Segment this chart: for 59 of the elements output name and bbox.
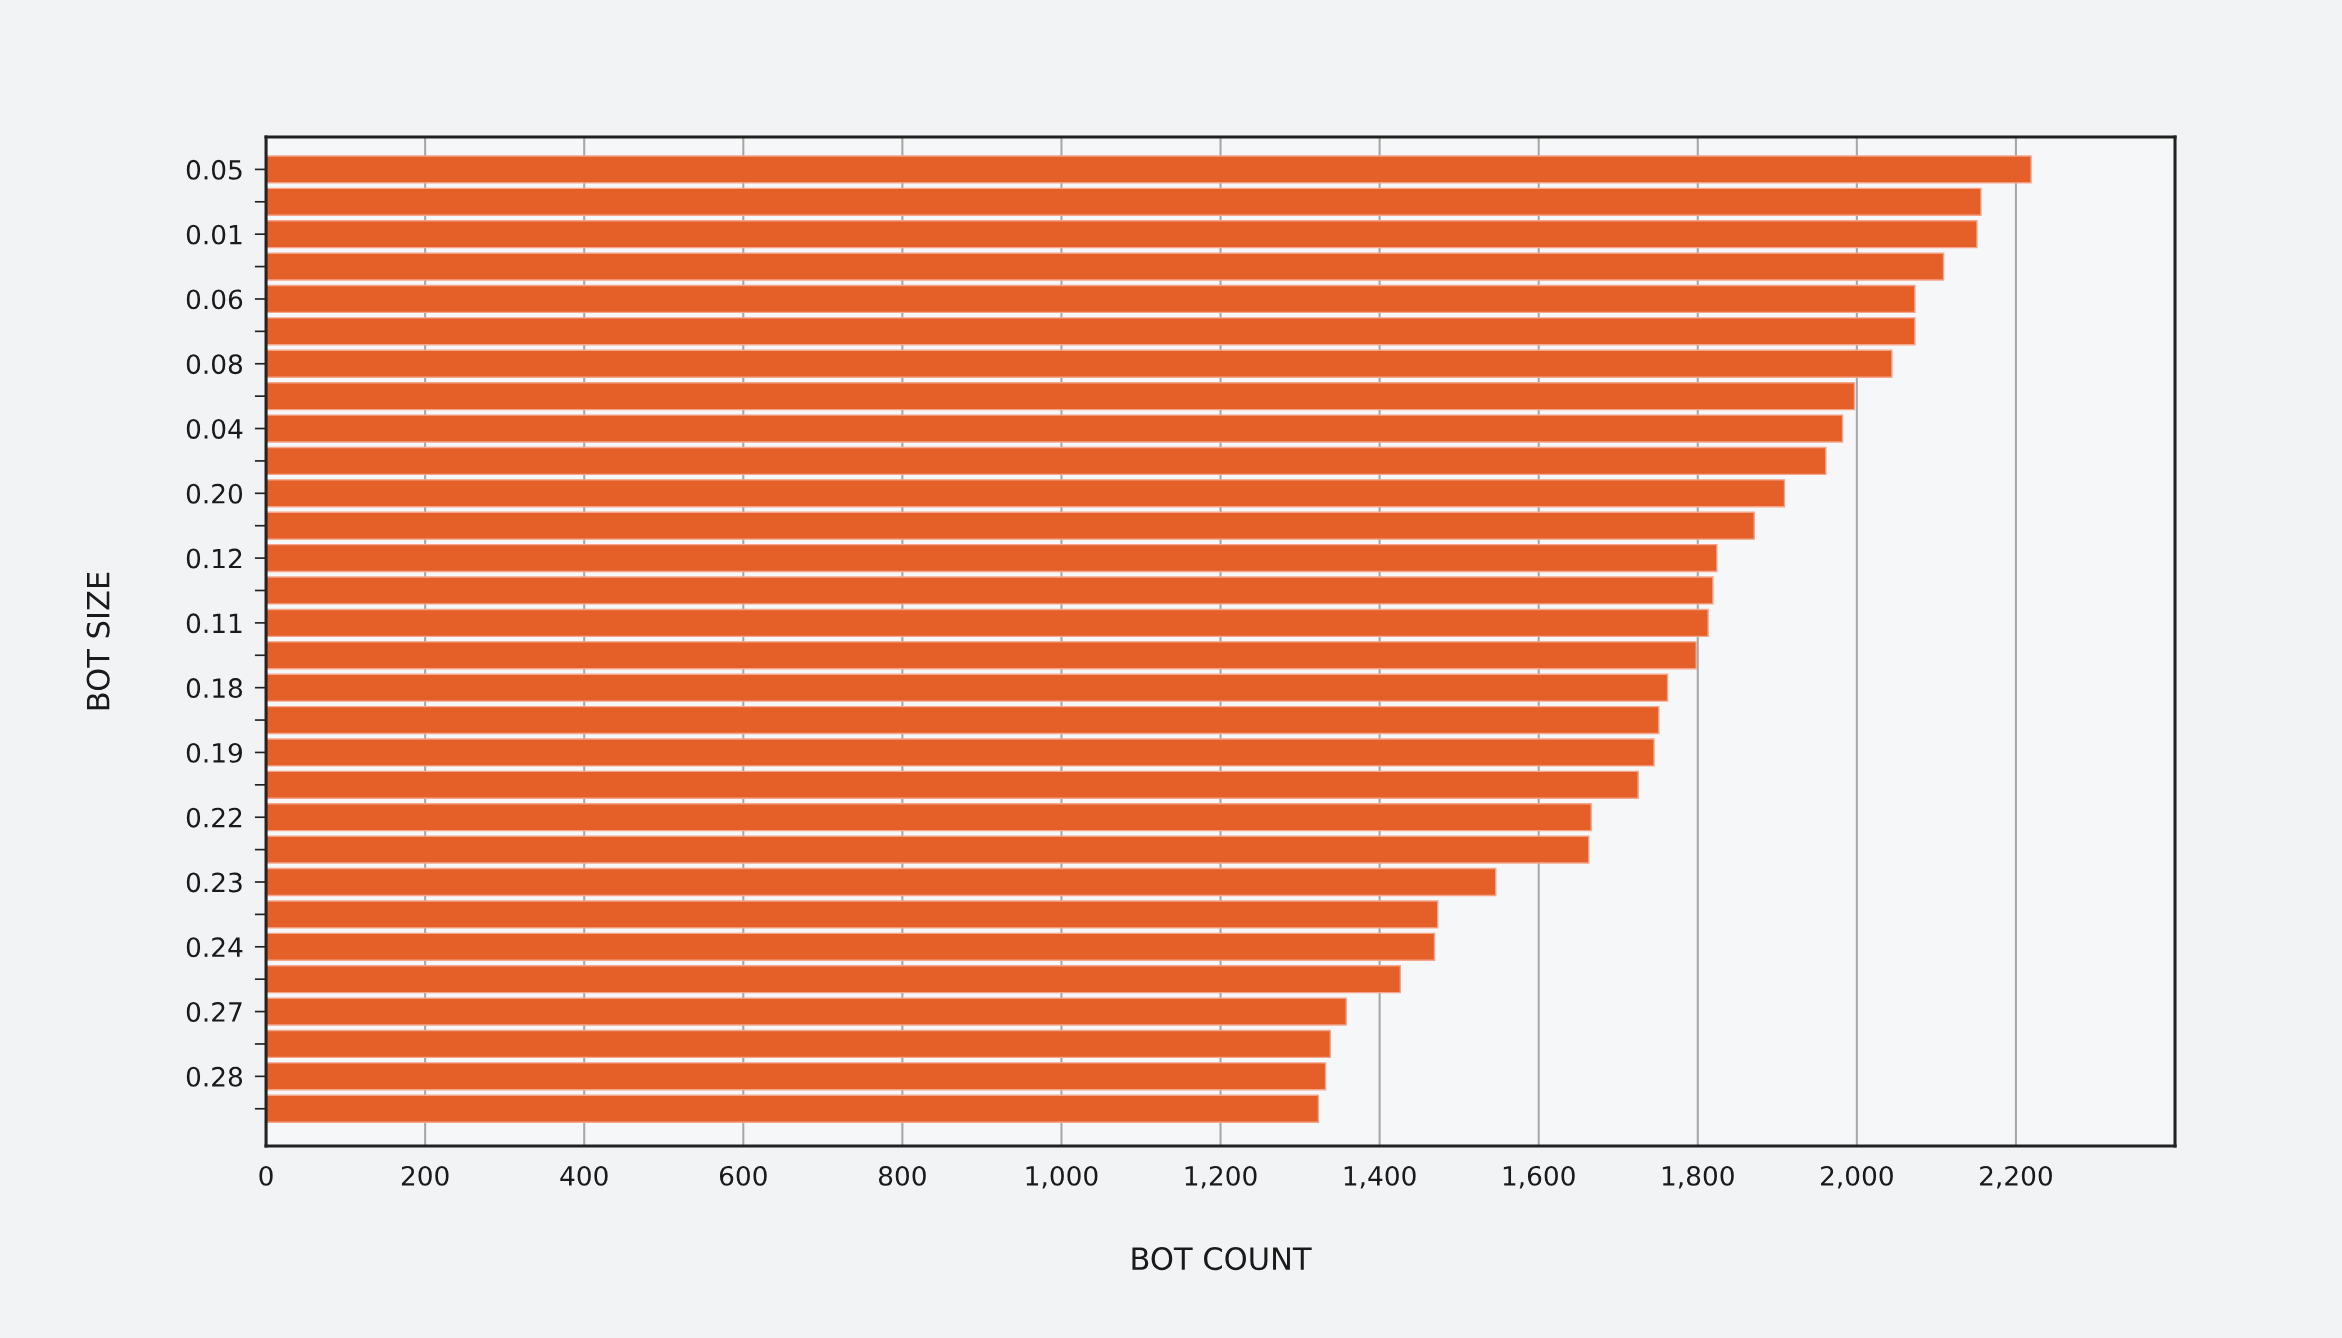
bar xyxy=(266,317,1916,346)
y-tick-label: 0.18 xyxy=(186,678,243,699)
bar xyxy=(266,1094,1320,1123)
y-tick-label: 0.11 xyxy=(186,613,242,634)
x-tick-label: 1,800 xyxy=(1662,1165,1734,1189)
bar xyxy=(266,155,2032,184)
bar xyxy=(266,576,1714,605)
bar xyxy=(266,1029,1331,1059)
y-tick-label: 0.22 xyxy=(186,807,242,828)
x-tick-label: 600 xyxy=(719,1165,767,1186)
x-tick-label: 800 xyxy=(878,1165,926,1186)
y-tick-label: 0.04 xyxy=(186,418,243,439)
y-axis-title: BOT SIZE xyxy=(86,572,110,710)
bar xyxy=(266,414,1844,443)
y-tick-label: 0.20 xyxy=(186,483,243,504)
x-tick-label: 1,200 xyxy=(1185,1165,1257,1189)
bar xyxy=(266,252,1945,281)
bar xyxy=(266,803,1592,832)
bar xyxy=(266,673,1669,702)
bar xyxy=(266,738,1655,767)
bar xyxy=(266,705,1660,735)
y-tick-label: 0.23 xyxy=(186,872,242,893)
y-tick-label: 0.06 xyxy=(186,289,243,310)
bar xyxy=(266,900,1439,929)
bar xyxy=(266,965,1401,994)
bar xyxy=(266,446,1827,476)
x-tick-label: 1,400 xyxy=(1344,1165,1416,1189)
bar xyxy=(266,220,1978,249)
y-tick-label: 0.01 xyxy=(186,224,242,245)
x-axis-title: BOT COUNT xyxy=(1132,1247,1312,1271)
y-tick-label: 0.19 xyxy=(186,742,242,763)
bar xyxy=(266,511,1755,540)
bar xyxy=(266,284,1916,314)
bar xyxy=(266,543,1718,573)
x-tick-label: 200 xyxy=(401,1165,449,1186)
bar xyxy=(266,349,1893,378)
x-tick-label: 2,200 xyxy=(1980,1165,2052,1189)
y-tick-label: 0.24 xyxy=(186,937,243,958)
bar xyxy=(266,997,1347,1026)
x-tick-label: 400 xyxy=(560,1165,608,1186)
bar xyxy=(266,608,1709,638)
bar xyxy=(266,641,1697,670)
x-tick-label: 1,600 xyxy=(1503,1165,1575,1189)
x-tick-label: 2,000 xyxy=(1821,1165,1893,1189)
bar xyxy=(266,770,1639,799)
bar xyxy=(266,187,1982,216)
y-tick-label: 0.27 xyxy=(186,1002,242,1022)
bar xyxy=(266,867,1497,897)
y-tick-label: 0.08 xyxy=(186,354,243,375)
bar xyxy=(266,932,1436,961)
bar xyxy=(266,1062,1327,1091)
bar xyxy=(266,382,1856,411)
x-tick-label: 1,000 xyxy=(1026,1165,1098,1189)
bar xyxy=(266,835,1590,864)
y-tick-label: 0.12 xyxy=(186,548,242,569)
x-tick-label: 0 xyxy=(259,1165,273,1186)
bar xyxy=(266,479,1786,508)
y-tick-label: 0.05 xyxy=(186,159,242,180)
y-tick-label: 0.28 xyxy=(186,1066,243,1087)
